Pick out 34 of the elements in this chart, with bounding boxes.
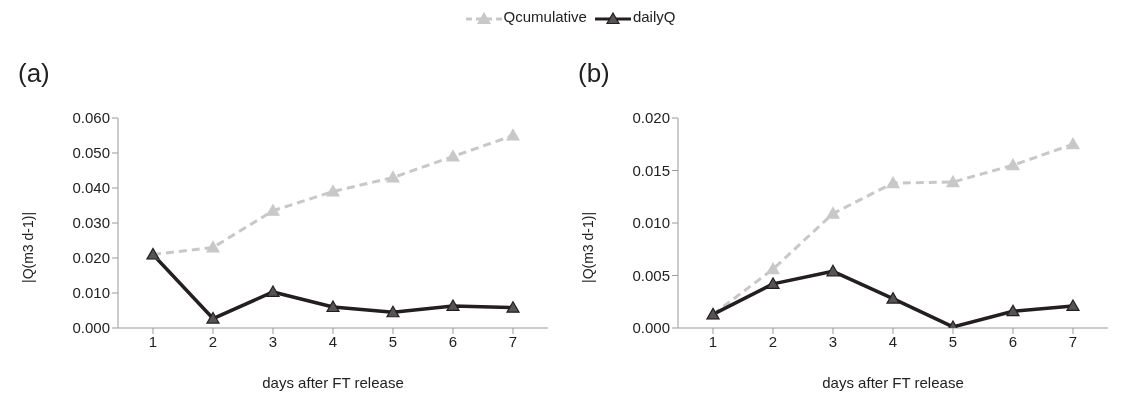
y-tick-label: 0.010 <box>72 284 110 302</box>
legend-label: dailyQ <box>631 8 676 26</box>
x-tick-label: 5 <box>388 332 398 350</box>
y-tick-label: 0.010 <box>632 214 670 232</box>
y-tick-label: 0.000 <box>72 319 110 337</box>
x-tick-label: 7 <box>508 332 518 350</box>
y-tick-label: 0.060 <box>72 109 110 127</box>
x-tick-label: 4 <box>328 332 338 350</box>
x-tick-label: 5 <box>948 332 958 350</box>
x-tick-label: 3 <box>268 332 278 350</box>
x-tick-label: 3 <box>828 332 838 350</box>
y-tick-label: 0.020 <box>632 109 670 127</box>
y-tick-label: 0.050 <box>72 144 110 162</box>
y-tick-label: 0.020 <box>72 249 110 267</box>
y-tick-label: 0.005 <box>632 266 670 284</box>
x-tick-label: 1 <box>148 332 158 350</box>
x-tick-label: 2 <box>208 332 218 350</box>
chart-title: (b) <box>578 58 610 89</box>
y-tick-label: 0.000 <box>632 319 670 337</box>
y-tick-label: 0.015 <box>632 161 670 179</box>
x-axis-title: days after FT release <box>822 374 964 391</box>
y-tick-label: 0.030 <box>72 214 110 232</box>
x-axis-title: days after FT release <box>262 374 404 391</box>
y-tick-label: 0.040 <box>72 179 110 197</box>
x-tick-label: 1 <box>708 332 718 350</box>
x-tick-label: 7 <box>1068 332 1078 350</box>
y-axis-title: |Q(m3 d-1)| <box>579 211 596 283</box>
x-tick-label: 4 <box>888 332 898 350</box>
y-axis-title: |Q(m3 d-1)| <box>19 211 36 283</box>
x-tick-label: 2 <box>768 332 778 350</box>
x-tick-label: 6 <box>448 332 458 350</box>
legend-label: Qcumulative <box>502 8 587 26</box>
x-tick-label: 6 <box>1008 332 1018 350</box>
chart-title: (a) <box>18 58 50 89</box>
